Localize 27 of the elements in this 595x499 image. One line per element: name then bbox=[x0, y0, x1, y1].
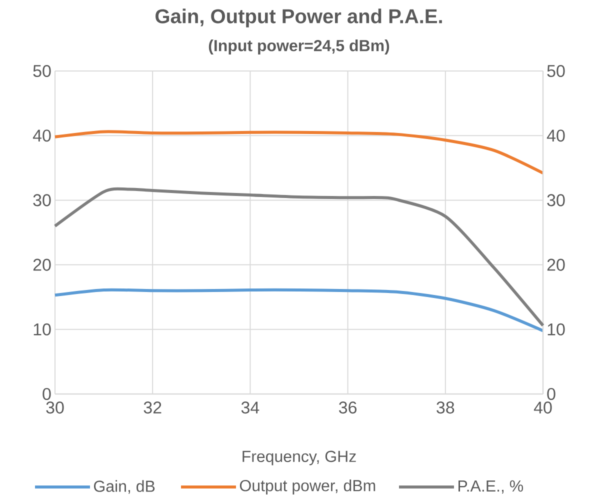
x-tick-label: 40 bbox=[534, 402, 552, 414]
legend-label: Gain, dB bbox=[94, 480, 155, 494]
x-tick-label: 34 bbox=[241, 402, 260, 414]
y2-tick-label: 50 bbox=[547, 64, 565, 78]
y2-tick-label: 10 bbox=[548, 323, 565, 336]
line-series bbox=[54, 187, 544, 328]
x-tick-label: 36 bbox=[338, 402, 357, 414]
y-tick-label: 20 bbox=[33, 258, 51, 271]
y2-tick-label: 0 bbox=[547, 388, 556, 400]
y2-tick-label: 30 bbox=[547, 194, 565, 206]
chart-title: Gain, Output Power and P.A.E. bbox=[156, 8, 442, 28]
line-series bbox=[54, 130, 544, 175]
chart-subtitle: (Input power=24,5 dBm) bbox=[208, 40, 390, 54]
legend-label: P.A.E., % bbox=[458, 480, 524, 494]
legend-label: Output power, dBm bbox=[240, 480, 376, 494]
y2-tick-label: 40 bbox=[546, 130, 565, 142]
y-tick-label: 10 bbox=[34, 323, 51, 336]
x-tick-label: 38 bbox=[436, 402, 454, 414]
y-tick-label: 40 bbox=[32, 130, 51, 142]
y2-tick-label: 20 bbox=[547, 258, 565, 271]
y-tick-label: 50 bbox=[33, 64, 51, 78]
y-tick-label: 0 bbox=[42, 388, 51, 400]
x-tick-label: 30 bbox=[46, 402, 64, 414]
y-tick-label: 30 bbox=[33, 194, 51, 206]
x-axis-title: Frequency, GHz bbox=[242, 450, 356, 466]
x-tick-label: 32 bbox=[144, 402, 162, 414]
line-series bbox=[54, 288, 544, 332]
